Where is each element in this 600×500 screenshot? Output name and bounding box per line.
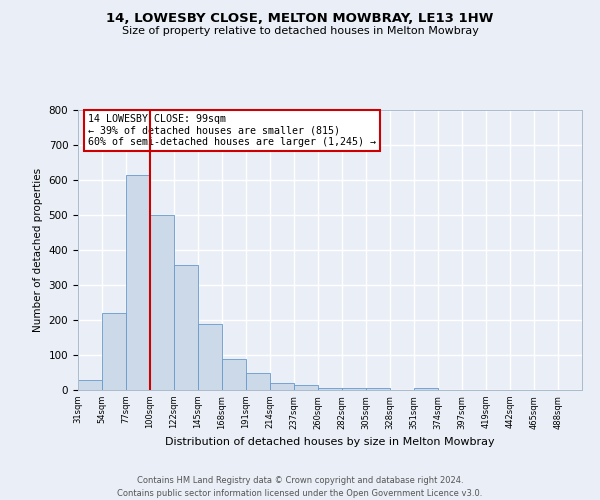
Bar: [270, 383, 294, 390]
Bar: [222, 359, 246, 390]
Text: Contains HM Land Registry data © Crown copyright and database right 2024.
Contai: Contains HM Land Registry data © Crown c…: [118, 476, 482, 498]
Text: 14, LOWESBY CLOSE, MELTON MOWBRAY, LE13 1HW: 14, LOWESBY CLOSE, MELTON MOWBRAY, LE13 …: [106, 12, 494, 26]
Bar: [246, 372, 270, 390]
Bar: [414, 388, 438, 390]
Bar: [126, 175, 150, 390]
Bar: [198, 324, 222, 390]
Bar: [366, 388, 390, 390]
Bar: [102, 313, 126, 390]
Bar: [174, 264, 198, 390]
Text: 14 LOWESBY CLOSE: 99sqm
← 39% of detached houses are smaller (815)
60% of semi-d: 14 LOWESBY CLOSE: 99sqm ← 39% of detache…: [88, 114, 376, 148]
X-axis label: Distribution of detached houses by size in Melton Mowbray: Distribution of detached houses by size …: [165, 437, 495, 447]
Bar: [78, 380, 102, 390]
Text: Size of property relative to detached houses in Melton Mowbray: Size of property relative to detached ho…: [122, 26, 478, 36]
Y-axis label: Number of detached properties: Number of detached properties: [33, 168, 43, 332]
Bar: [318, 388, 342, 390]
Bar: [294, 386, 318, 390]
Bar: [150, 215, 174, 390]
Bar: [342, 388, 366, 390]
